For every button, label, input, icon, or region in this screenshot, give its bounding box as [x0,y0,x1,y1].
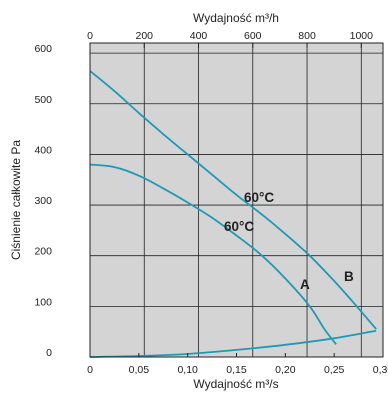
series-line-b [89,70,377,330]
top-tick-label: 600 [244,30,262,42]
y-tick-label: 200 [34,246,52,258]
top-tick-label: 1000 [350,30,374,42]
bottom-tick-label: 0 [87,364,93,376]
y-tick-label: 100 [34,296,52,308]
axis-ticks: 0 200 400 600 800 1000 0 100 200 300 400 500 600 0 0,0… [34,30,388,376]
top-tick-label: 800 [298,30,316,42]
grid-lines [90,43,383,357]
series-label-b: B [344,269,354,284]
top-tick-label: 0 [87,30,93,42]
bottom-tick-label: 0,05 [129,364,150,376]
bottom-tick-label: 0,20 [275,364,296,376]
top-axis-title: Wydajność m³/h [193,11,279,25]
y-tick-label: 300 [34,195,52,207]
temperature-label-a: 60°C [224,219,254,234]
top-tick-label: 200 [135,30,153,42]
y-tick-label: 400 [34,144,52,156]
y-axis-title: Ciśnienie całkowite Pa [9,140,23,260]
series-line-a [89,163,337,345]
bottom-tick-label: 0,10 [177,364,198,376]
bottom-axis-title: Wydajność m³/s [193,377,278,391]
bottom-tick-label: 0,15 [226,364,247,376]
plot-area [90,43,383,357]
series-label-a: A [300,277,310,292]
y-tick-label: 0 [46,347,52,359]
top-tick-label: 400 [190,30,208,42]
y-tick-label: 500 [34,94,52,106]
bottom-tick-label: 0,25 [324,364,345,376]
bottom-tick-label: 0,30 [373,364,388,376]
y-tick-label: 600 [34,43,52,55]
temperature-label-b: 60°C [244,190,274,205]
